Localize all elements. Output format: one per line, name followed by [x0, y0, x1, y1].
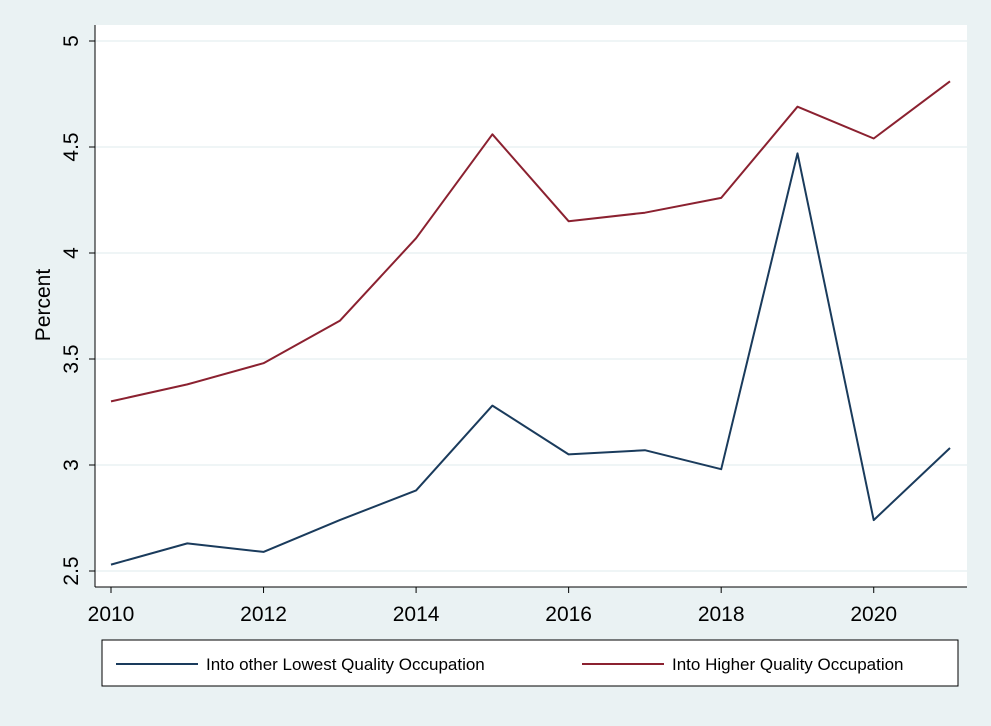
legend-box	[101, 639, 959, 687]
legend: Into other Lowest Quality Occupation Into…	[101, 639, 959, 687]
plot-background	[95, 25, 967, 587]
y-tick-label: 3.5	[60, 344, 83, 373]
y-tick-label: 4	[60, 247, 83, 259]
series-line-1	[110, 152, 951, 566]
legend-label-2: Into Higher Quality Occupation	[672, 655, 904, 674]
x-tick-label: 2012	[240, 603, 287, 626]
x-tick-label: 2010	[88, 603, 135, 626]
axes: 2.5 3 3.5 4 4.5 5 2010 2012 2014 2016 2018 2020	[60, 25, 967, 626]
y-tick-label: 2.5	[60, 556, 83, 585]
series-line-2	[110, 80, 951, 403]
x-tick-label: 2014	[393, 603, 440, 626]
x-tick-label: 2018	[698, 603, 745, 626]
x-tick-label: 2016	[545, 603, 592, 626]
grid-lines	[95, 40, 967, 572]
series-lines	[110, 80, 951, 566]
x-tick-label: 2020	[850, 603, 897, 626]
y-axis-label: Percent	[32, 269, 55, 342]
y-tick-label: 3	[60, 459, 83, 471]
legend-label-1: Into other Lowest Quality Occupation	[206, 655, 485, 674]
y-tick-label: 5	[60, 35, 83, 47]
y-tick-label: 4.5	[60, 132, 83, 161]
